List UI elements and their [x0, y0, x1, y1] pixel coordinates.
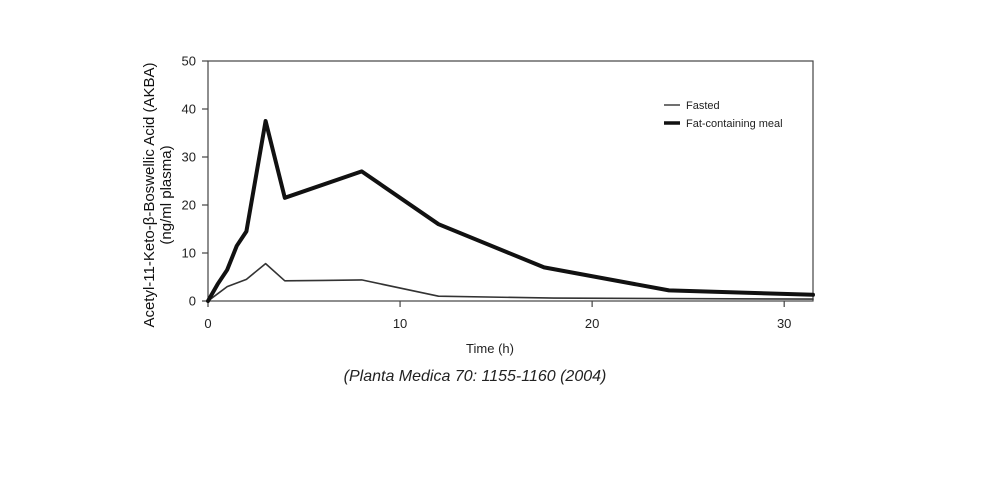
- legend-label: Fat-containing meal: [686, 118, 783, 130]
- x-tick-label: 20: [585, 316, 599, 331]
- y-tick-label: 40: [182, 102, 196, 117]
- legend: Fasted Fat-containing meal: [664, 100, 783, 130]
- x-tick-label: 30: [777, 316, 791, 331]
- x-axis-title: Time (h): [466, 341, 514, 356]
- series-line-fat-meal: [206, 119, 815, 303]
- x-tick-label: 10: [393, 316, 407, 331]
- legend-label: Fasted: [686, 100, 720, 112]
- y-tick-label: 30: [182, 150, 196, 165]
- plot-frame: [207, 60, 814, 302]
- y-tick-label: 10: [182, 246, 196, 261]
- y-tick-label: 50: [182, 54, 196, 69]
- axes: 0 10 20 30 40 50 0 10 20 30: [182, 54, 792, 332]
- x-tick-label: 0: [204, 316, 211, 331]
- y-axis-title-line2: (ng/ml plasma): [158, 145, 175, 245]
- source-citation: (Planta Medica 70: 1155-1160 (2004): [343, 368, 607, 385]
- y-tick-label: 0: [189, 294, 196, 309]
- series-layer: [206, 119, 815, 303]
- y-tick-label: 20: [182, 198, 196, 213]
- y-axis-title-line1: Acetyl-11-Keto-β-Boswellic Acid (AKBA): [141, 62, 158, 328]
- y-axis-title: Acetyl-11-Keto-β-Boswellic Acid (AKBA) (…: [141, 62, 175, 327]
- series-line-fasted: [207, 262, 814, 302]
